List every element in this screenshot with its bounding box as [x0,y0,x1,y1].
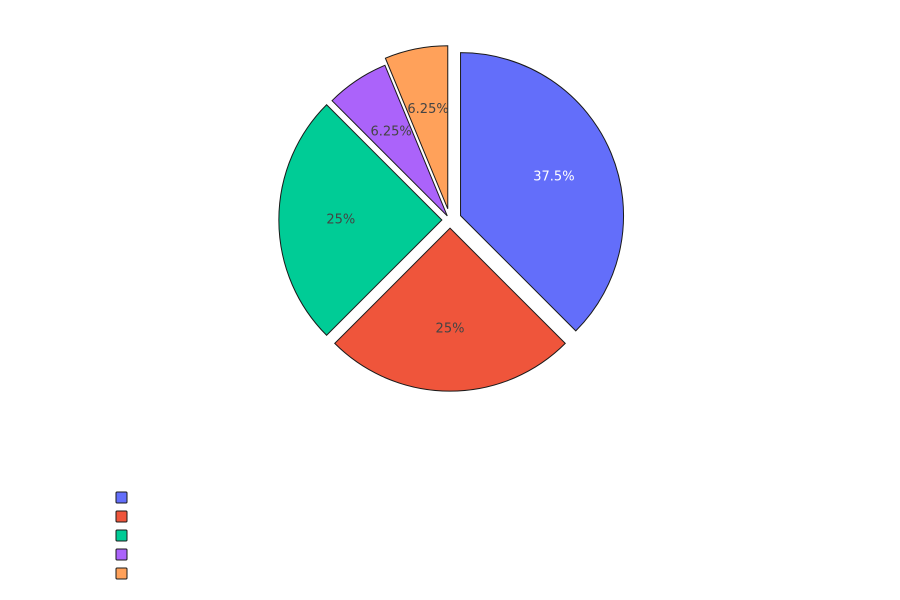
pie-slice-label-3: 25% [326,213,355,228]
pie-slice-1[interactable] [460,52,625,332]
pie-slice-labels: 37.5% 25% 25% 6.25% 6.25% [326,102,574,337]
legend-swatch-2 [115,510,128,523]
legend-item-4[interactable] [115,548,128,561]
pie-slice-3[interactable] [278,104,443,336]
legend-item-3[interactable] [115,529,128,542]
legend-swatch-4 [115,548,128,561]
pie-slice-label-1: 37.5% [533,169,574,184]
pie-slice-5[interactable] [384,45,449,210]
pie-slice-label-4: 6.25% [370,124,411,139]
legend-item-5[interactable] [115,567,128,580]
pie-slices [278,45,625,392]
pie-slice-label-5: 6.25% [407,102,448,117]
legend [115,491,128,580]
pie-slice-label-2: 25% [436,322,465,337]
legend-swatch-5 [115,567,128,580]
pie-slice-4[interactable] [331,64,448,217]
legend-item-1[interactable] [115,491,128,504]
legend-swatch-1 [115,491,128,504]
pie-slice-2[interactable] [334,227,566,392]
legend-swatch-3 [115,529,128,542]
legend-item-2[interactable] [115,510,128,523]
